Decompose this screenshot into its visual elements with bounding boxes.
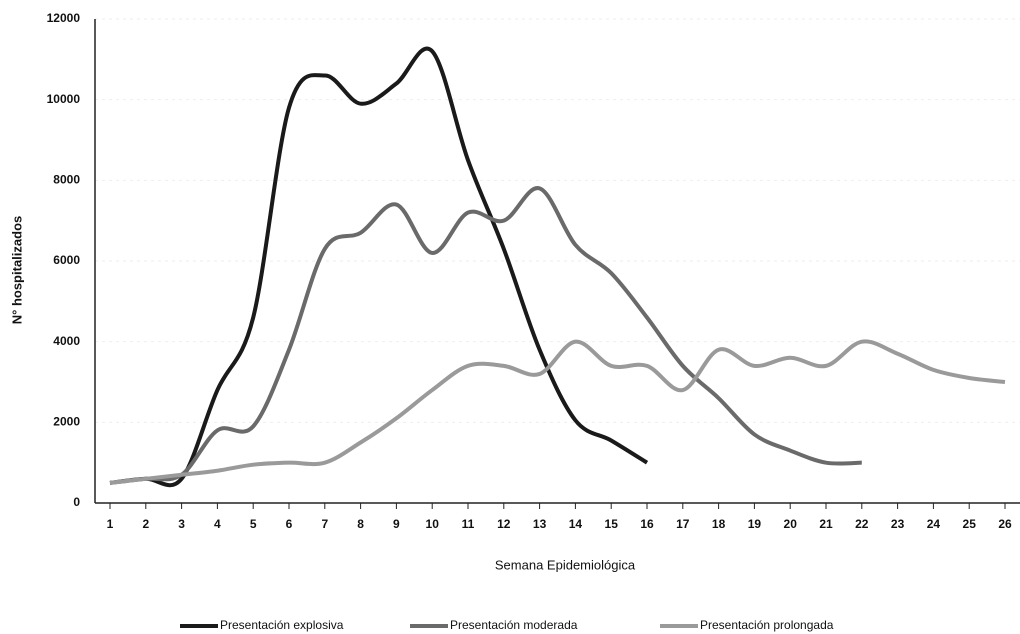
y-tick-label: 2000 bbox=[53, 415, 80, 429]
x-tick-label: 5 bbox=[250, 517, 257, 531]
y-tick-label: 6000 bbox=[53, 253, 80, 267]
legend-label: Presentación prolongada bbox=[700, 618, 834, 632]
x-axis-label: Semana Epidemiológica bbox=[495, 557, 636, 572]
x-tick-label: 17 bbox=[676, 517, 690, 531]
x-tick-label: 19 bbox=[748, 517, 762, 531]
x-tick-label: 9 bbox=[393, 517, 400, 531]
x-tick-label: 20 bbox=[784, 517, 798, 531]
x-tick-label: 18 bbox=[712, 517, 726, 531]
x-tick-label: 13 bbox=[533, 517, 547, 531]
x-tick-label: 26 bbox=[998, 517, 1012, 531]
line-series bbox=[109, 186, 862, 485]
x-tick-label: 7 bbox=[321, 517, 328, 531]
x-tick-label: 12 bbox=[497, 517, 511, 531]
x-tick-label: 1 bbox=[107, 517, 114, 531]
x-tick-label: 24 bbox=[927, 517, 941, 531]
x-tick-label: 3 bbox=[178, 517, 185, 531]
y-tick-label: 4000 bbox=[53, 334, 80, 348]
x-tick-label: 6 bbox=[286, 517, 293, 531]
legend-label: Presentación moderada bbox=[450, 618, 578, 632]
y-tick-label: 0 bbox=[73, 495, 80, 509]
x-tick-label: 23 bbox=[891, 517, 905, 531]
y-tick-label: 10000 bbox=[47, 92, 81, 106]
x-tick-label: 25 bbox=[963, 517, 977, 531]
legend-label: Presentación explosiva bbox=[220, 618, 344, 632]
x-tick-label: 14 bbox=[569, 517, 583, 531]
y-axis-label: N° hospitalizados bbox=[9, 216, 24, 325]
x-tick-label: 21 bbox=[819, 517, 833, 531]
x-tick-label: 11 bbox=[462, 517, 475, 531]
x-tick-label: 8 bbox=[357, 517, 364, 531]
x-tick-label: 2 bbox=[142, 517, 149, 531]
x-tick-label: 16 bbox=[640, 517, 654, 531]
y-tick-label: 8000 bbox=[53, 173, 80, 187]
x-tick-label: 10 bbox=[426, 517, 440, 531]
x-tick-label: 4 bbox=[214, 517, 221, 531]
x-tick-label: 22 bbox=[855, 517, 869, 531]
line-series bbox=[109, 46, 649, 488]
x-tick-label: 15 bbox=[605, 517, 619, 531]
line-series bbox=[109, 339, 1006, 485]
y-tick-label: 12000 bbox=[47, 11, 81, 25]
